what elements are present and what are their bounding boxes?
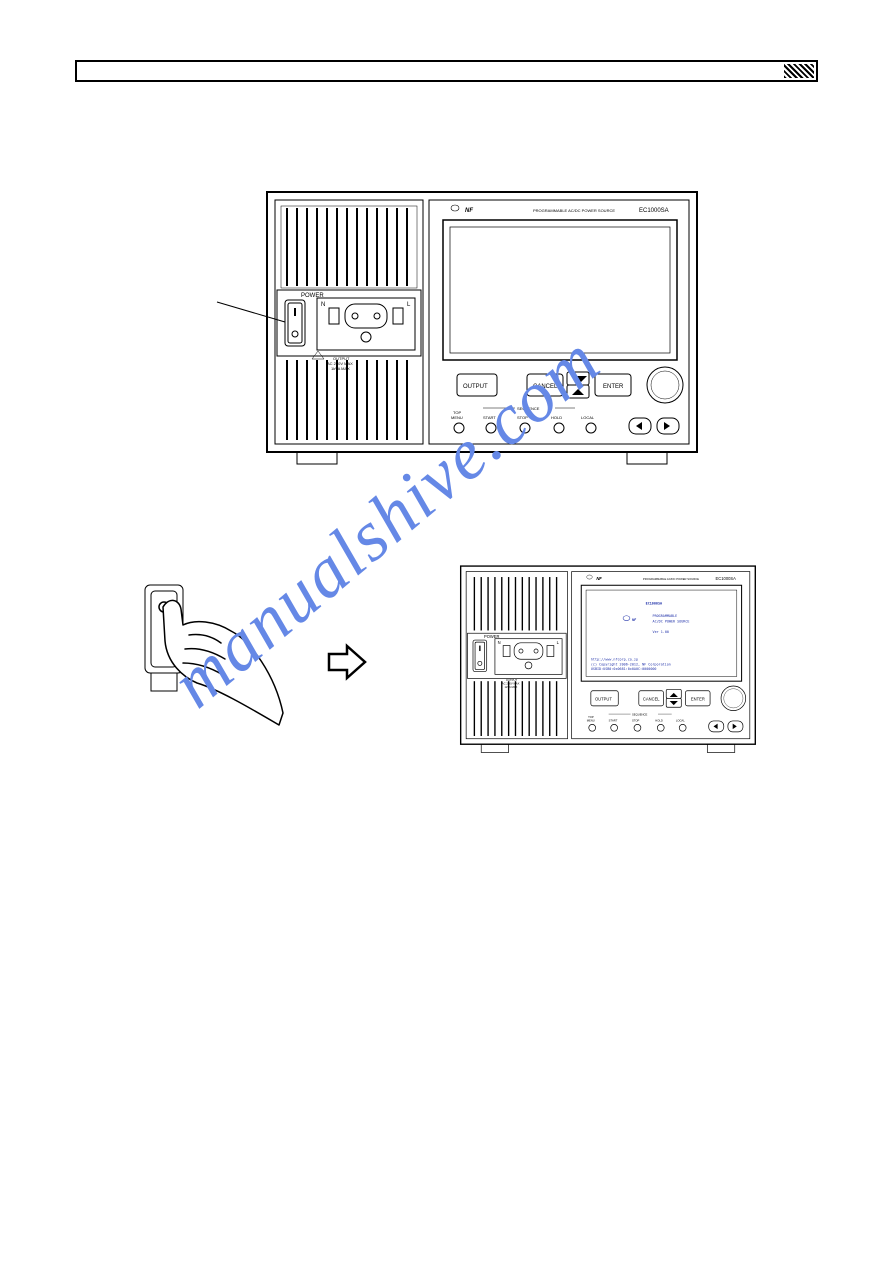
hand-press-switch-illustration	[125, 577, 295, 747]
svg-text:STOP: STOP	[631, 719, 639, 723]
svg-text:(c) Copyright 2006-2012, NF Co: (c) Copyright 2006-2012, NF Corporation	[590, 662, 670, 666]
svg-text:1kVA MAX: 1kVA MAX	[504, 685, 517, 689]
svg-text:CANCEL: CANCEL	[642, 696, 659, 701]
svg-text:SEQUENCE: SEQUENCE	[631, 712, 647, 716]
subsection-title: Power on	[110, 154, 173, 170]
section-title: 3.3 Power On/Off	[75, 92, 818, 106]
svg-text:HOLD: HOLD	[551, 415, 562, 420]
svg-text:1kVA MAX: 1kVA MAX	[331, 366, 350, 371]
svg-text:Power switch: Power switch	[177, 294, 212, 300]
svg-text:OUTPUT: OUTPUT	[594, 696, 611, 701]
svg-text:ENTER: ENTER	[690, 696, 704, 701]
svg-text:NF: NF	[465, 208, 473, 214]
svg-text:OUTPUT: OUTPUT	[463, 384, 488, 390]
svg-text:MENU: MENU	[586, 719, 594, 723]
section-number: 3.3	[725, 92, 742, 106]
svg-text:OUTPUT: OUTPUT	[505, 678, 517, 682]
device-front-illustration: POWER N L OUTPUT AC 250V MAX 1kVA MAX NF…	[177, 182, 717, 482]
subsection-number: 3.3.1	[75, 154, 106, 170]
svg-text:Ver 1.00: Ver 1.00	[652, 630, 668, 634]
svg-text:PROGRAMMABLE AC/DC POWER SOURC: PROGRAMMABLE AC/DC POWER SOURCE	[533, 208, 615, 213]
svg-text:POWER: POWER	[483, 634, 499, 639]
header-rule	[75, 60, 818, 82]
svg-text:http://www.nfcorp.co.jp: http://www.nfcorp.co.jp	[590, 658, 637, 662]
svg-text:ENTER: ENTER	[603, 384, 624, 390]
svg-text:TOP: TOP	[588, 715, 594, 719]
svg-text:MENU: MENU	[451, 415, 463, 420]
svg-text:EC1000SA: EC1000SA	[645, 601, 661, 605]
figure-caption-top: Figure 3-10. Power Switch	[75, 506, 818, 521]
svg-text:PROGRAMMABLE AC/DC POWER SOURC: PROGRAMMABLE AC/DC POWER SOURCE	[642, 577, 698, 581]
vent-grill: POWER N L OUTPUT AC 250V MAX 1kVA MAX	[275, 200, 423, 444]
section-title-text: Power On/Off	[746, 92, 818, 106]
svg-text:N: N	[321, 302, 325, 308]
svg-text:PROGRAMMABLE: PROGRAMMABLE	[652, 614, 677, 618]
svg-text:NF: NF	[596, 576, 602, 581]
svg-text:LOCAL: LOCAL	[675, 719, 684, 723]
svg-text:STOP: STOP	[517, 415, 528, 420]
svg-text:HOLD: HOLD	[655, 719, 663, 723]
svg-text:N: N	[497, 640, 500, 645]
svg-text:USBID:USB0:0x0681:0x0A0C:00000: USBID:USB0:0x0681:0x0A0C:0000000	[590, 667, 656, 671]
figure-caption-bottom: Figure 3-11. LCD Screen After Power-on	[75, 787, 818, 802]
svg-text:CANCEL: CANCEL	[533, 384, 558, 390]
svg-text:START: START	[608, 719, 617, 723]
arrow-icon	[325, 640, 369, 684]
button-row: OUTPUT CANCEL ENTER	[457, 367, 683, 403]
svg-text:LOCAL: LOCAL	[581, 415, 595, 420]
svg-text:EC1000SA: EC1000SA	[715, 576, 736, 581]
subsection-heading: 3.3.1 Power on	[75, 154, 818, 170]
svg-text:SEQUENCE: SEQUENCE	[517, 406, 540, 411]
svg-text:AC 250V MAX: AC 250V MAX	[501, 682, 519, 686]
svg-text:START: START	[483, 415, 496, 420]
poweron-step-row: POWER NL OUTPUT AC 250V MAX 1kVA MAX NF …	[75, 557, 818, 767]
svg-text:EC1000SA: EC1000SA	[639, 208, 669, 214]
svg-text:AC/DC POWER SOURCE: AC/DC POWER SOURCE	[652, 619, 689, 623]
device-front-poweron-illustration: POWER NL OUTPUT AC 250V MAX 1kVA MAX NF …	[399, 557, 769, 767]
